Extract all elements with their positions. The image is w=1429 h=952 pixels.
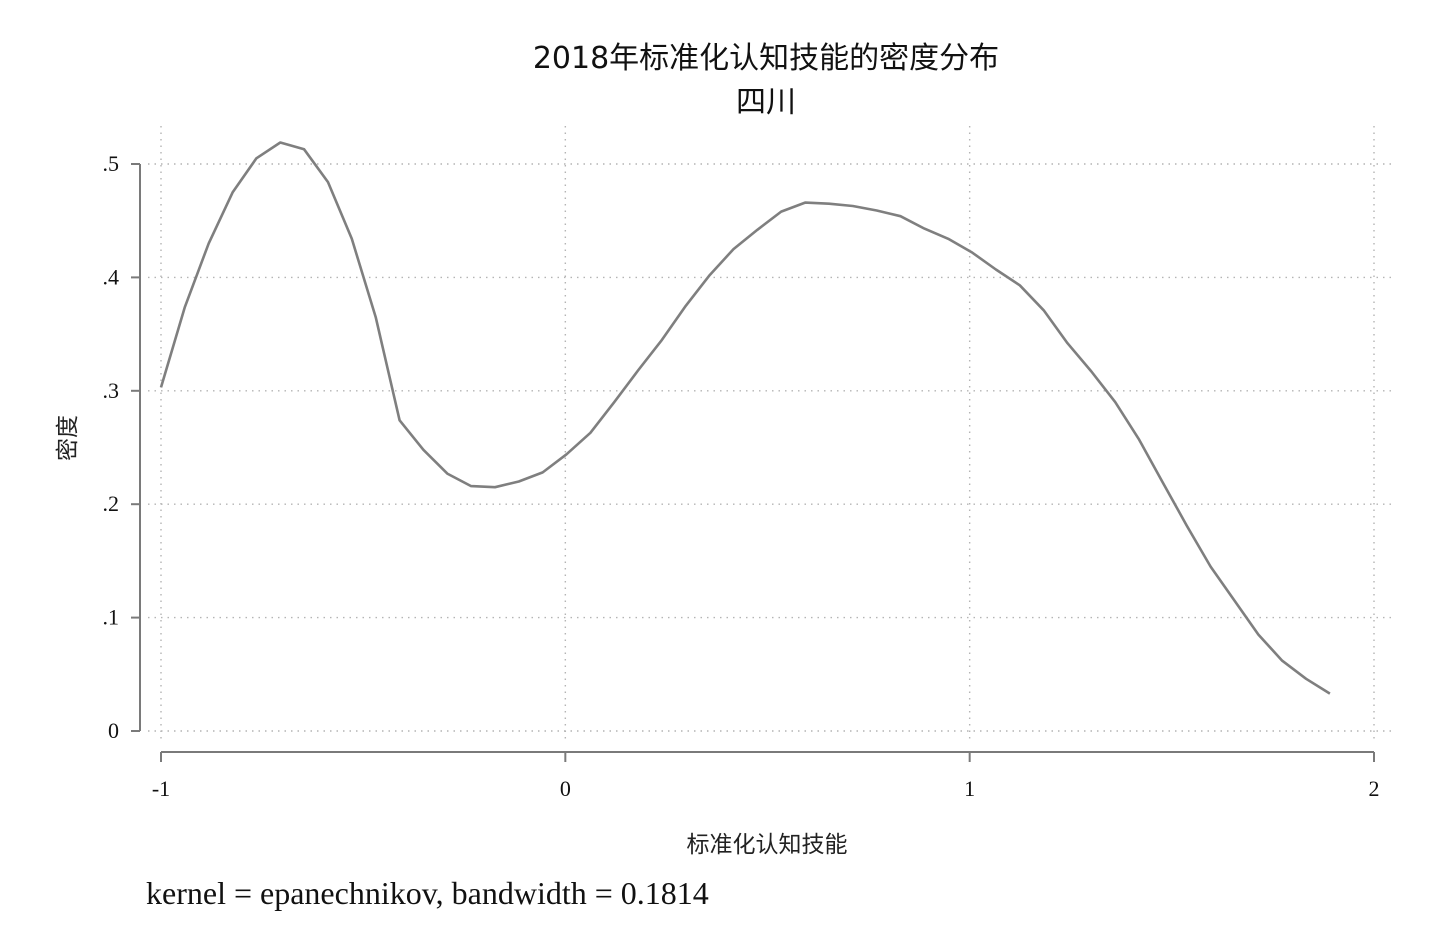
x-tick-label: 1	[964, 776, 975, 801]
x-tick-labels: -1 0 1 2	[152, 776, 1380, 801]
density-line	[159, 141, 1331, 695]
chart-subtitle: 四川	[736, 85, 796, 120]
x-axis-label: 标准化认知技能	[687, 832, 848, 858]
y-tick-label: .2	[103, 491, 120, 516]
y-tick-label: .5	[103, 151, 120, 176]
series-layer	[159, 141, 1331, 695]
y-tick-label: .1	[103, 605, 120, 630]
y-tick-labels: 0 .1 .2 .3 .4 .5	[103, 151, 120, 743]
gridlines	[148, 126, 1392, 742]
x-tick-label: -1	[152, 776, 170, 801]
axes	[131, 163, 1375, 762]
kernel-note: kernel = epanechnikov, bandwidth = 0.181…	[146, 875, 709, 911]
y-tick-label: .4	[103, 264, 120, 289]
x-tick-label: 0	[560, 776, 571, 801]
y-tick-label: .3	[103, 378, 120, 403]
y-axis-label: 密度	[55, 415, 81, 461]
y-tick-label: 0	[108, 718, 119, 743]
x-tick-label: 2	[1369, 776, 1380, 801]
chart-title: 2018年标准化认知技能的密度分布	[533, 41, 999, 76]
